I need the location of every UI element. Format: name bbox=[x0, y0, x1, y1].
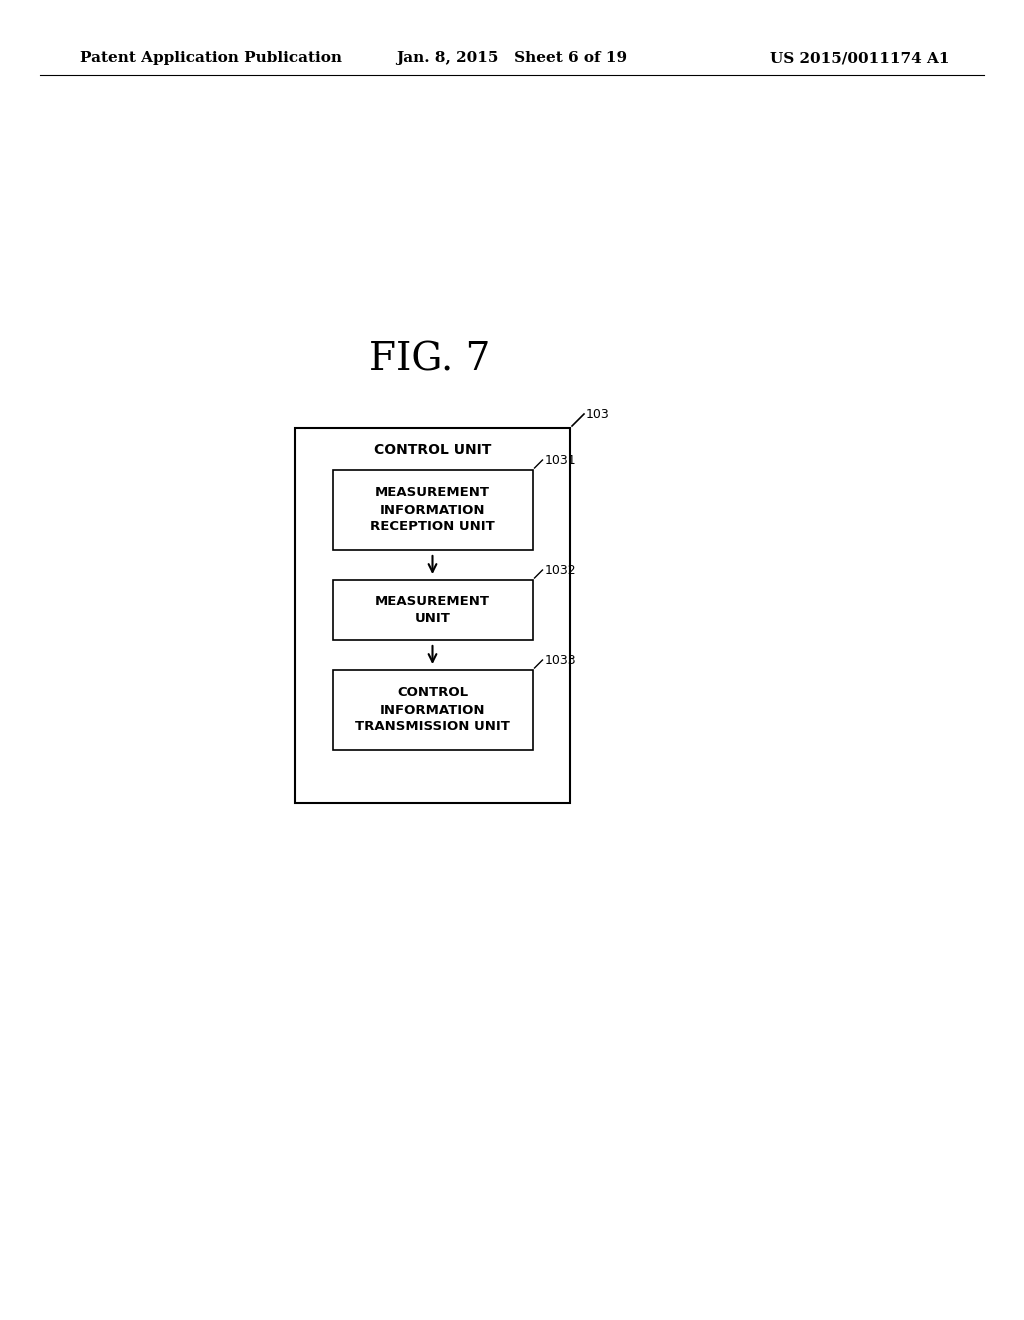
Text: CONTROL
INFORMATION
TRANSMISSION UNIT: CONTROL INFORMATION TRANSMISSION UNIT bbox=[355, 686, 510, 734]
Text: FIG. 7: FIG. 7 bbox=[370, 342, 490, 379]
Text: CONTROL UNIT: CONTROL UNIT bbox=[374, 444, 492, 457]
Text: 1032: 1032 bbox=[545, 564, 577, 577]
Bar bbox=[333, 671, 532, 750]
Text: US 2015/0011174 A1: US 2015/0011174 A1 bbox=[770, 51, 950, 65]
Bar bbox=[295, 428, 570, 803]
Text: Patent Application Publication: Patent Application Publication bbox=[80, 51, 342, 65]
Text: Jan. 8, 2015   Sheet 6 of 19: Jan. 8, 2015 Sheet 6 of 19 bbox=[396, 51, 628, 65]
Bar bbox=[333, 579, 532, 640]
Bar bbox=[333, 470, 532, 550]
Text: MEASUREMENT
UNIT: MEASUREMENT UNIT bbox=[375, 595, 490, 624]
Text: MEASUREMENT
INFORMATION
RECEPTION UNIT: MEASUREMENT INFORMATION RECEPTION UNIT bbox=[370, 487, 495, 533]
Text: 103: 103 bbox=[586, 408, 609, 421]
Text: 1033: 1033 bbox=[545, 653, 577, 667]
Text: 1031: 1031 bbox=[545, 454, 577, 466]
